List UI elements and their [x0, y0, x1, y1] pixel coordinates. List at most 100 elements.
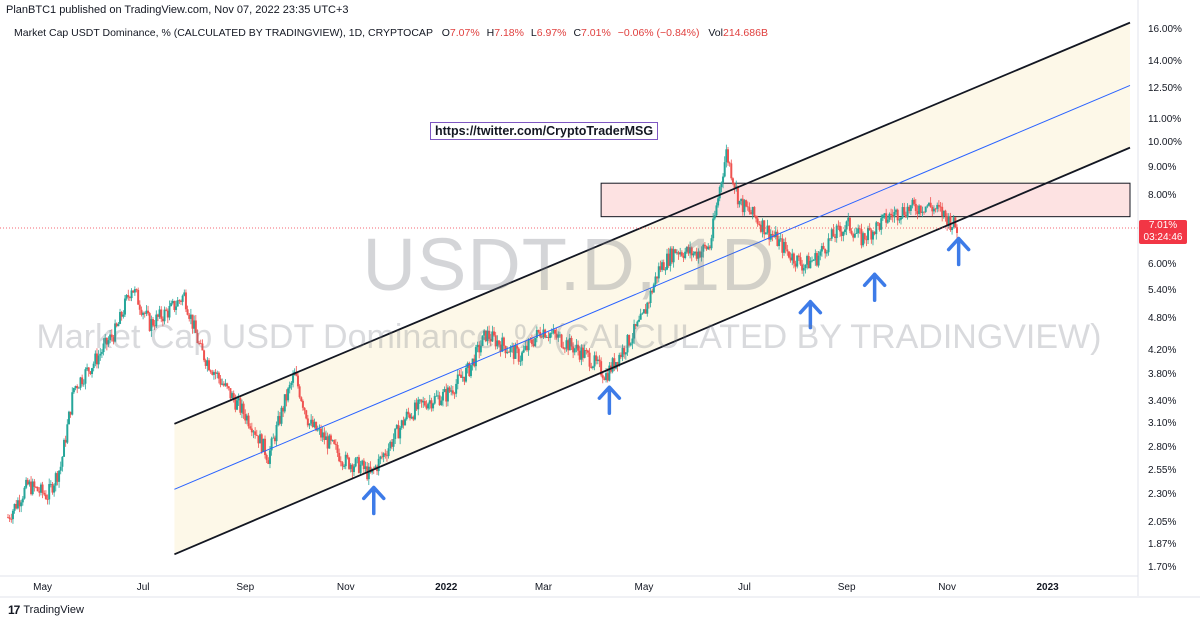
candle: [97, 350, 100, 369]
candle-body: [468, 362, 471, 377]
candle: [41, 481, 44, 499]
candle: [608, 362, 611, 382]
price-axis-tick: 1.87%: [1148, 539, 1177, 551]
candle: [91, 367, 94, 378]
candle: [117, 322, 120, 327]
candle: [183, 289, 186, 297]
candle: [156, 313, 159, 322]
candle-body: [82, 383, 85, 385]
candle: [616, 361, 619, 372]
time-axis-tick: Nov: [938, 582, 957, 593]
candle: [929, 197, 932, 208]
candle: [611, 357, 614, 374]
legend-high-key: H: [486, 27, 495, 39]
channel-fill-layer: [174, 22, 1131, 555]
candle-body: [669, 248, 672, 266]
candle: [135, 288, 138, 293]
candle: [460, 368, 463, 378]
candle: [738, 200, 741, 208]
twitter-link-annotation[interactable]: https://twitter.com/CryptoTraderMSG: [430, 122, 659, 140]
candle: [697, 248, 700, 264]
candle: [825, 250, 828, 257]
candle: [806, 254, 809, 270]
candle: [250, 422, 253, 437]
candle: [382, 452, 385, 463]
candle: [389, 440, 392, 451]
resistance-zone: [600, 182, 1131, 218]
candle-body: [540, 336, 543, 338]
candle-body: [212, 372, 215, 375]
candle-body: [8, 517, 11, 519]
candle-body: [614, 362, 617, 369]
candle: [453, 391, 456, 399]
candle-body: [143, 312, 146, 314]
candle: [516, 339, 519, 354]
candle-body: [674, 249, 677, 254]
candle: [633, 319, 636, 345]
candle-body: [786, 249, 789, 252]
candle-body: [39, 484, 42, 493]
candle-body: [794, 263, 797, 267]
candle: [679, 247, 682, 257]
candle: [361, 459, 364, 466]
candle: [394, 428, 397, 445]
candle: [858, 225, 861, 234]
candle: [944, 209, 947, 222]
candle: [893, 206, 896, 223]
candle: [863, 232, 866, 244]
arrow-path: [597, 385, 622, 415]
candle-body: [496, 340, 499, 347]
candle-body: [362, 460, 365, 470]
candle: [11, 509, 14, 524]
candle: [722, 173, 725, 189]
candle: [440, 396, 443, 406]
candle-body: [825, 252, 828, 254]
candle: [886, 215, 889, 224]
candle: [158, 305, 161, 319]
candle: [67, 410, 70, 425]
candle-body: [91, 368, 94, 374]
candle: [870, 228, 873, 244]
candle: [853, 228, 856, 239]
candle: [781, 234, 784, 259]
candle: [544, 328, 547, 339]
candle-body: [422, 401, 425, 403]
candle: [483, 329, 486, 341]
candle-body: [343, 466, 346, 467]
candle: [502, 336, 505, 350]
candle-body: [224, 383, 227, 386]
candle-body: [666, 253, 669, 270]
price-axis-tick: 4.20%: [1148, 344, 1177, 356]
candle-body: [834, 236, 837, 239]
candle: [720, 181, 723, 193]
candle: [267, 457, 270, 465]
tradingview-brand[interactable]: 17 TradingView: [8, 603, 84, 617]
candle: [171, 298, 174, 305]
candle-body: [438, 395, 441, 406]
candle-body: [532, 344, 535, 346]
candle-body: [89, 371, 92, 374]
candle: [356, 456, 359, 464]
candle: [768, 225, 771, 246]
candle-body: [662, 262, 665, 271]
candle-body: [918, 205, 921, 214]
candle: [822, 242, 825, 250]
candle: [148, 311, 151, 332]
time-axis-tick: 2023: [1036, 582, 1059, 593]
candle: [245, 413, 248, 425]
candle: [461, 371, 464, 382]
candle: [741, 195, 744, 216]
candle-body: [234, 399, 237, 410]
candle: [226, 382, 229, 390]
candle-body: [728, 162, 731, 164]
candle: [381, 451, 383, 460]
candle-body: [26, 479, 29, 485]
candle-body: [405, 411, 408, 420]
candle-body: [591, 366, 594, 368]
candle: [723, 156, 726, 178]
candle-body: [84, 369, 87, 384]
candle-body: [646, 302, 649, 314]
candle-body: [18, 500, 21, 507]
candle-body: [387, 448, 390, 457]
